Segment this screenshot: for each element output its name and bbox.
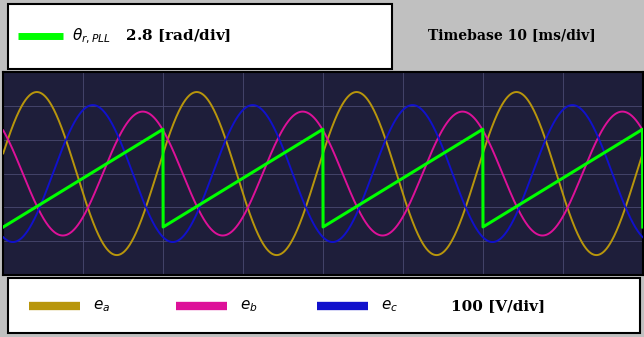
Text: $e_a$: $e_a$ (93, 298, 110, 314)
FancyBboxPatch shape (8, 4, 392, 69)
Text: 100 [V/div]: 100 [V/div] (451, 299, 545, 313)
Text: $\theta_{r,PLL}$   2.8 [rad/div]: $\theta_{r,PLL}$ 2.8 [rad/div] (72, 27, 231, 46)
Text: $e_c$: $e_c$ (381, 298, 397, 314)
Text: Timebase 10 [ms/div]: Timebase 10 [ms/div] (428, 28, 596, 42)
FancyBboxPatch shape (8, 278, 640, 333)
Text: $e_b$: $e_b$ (240, 298, 258, 314)
